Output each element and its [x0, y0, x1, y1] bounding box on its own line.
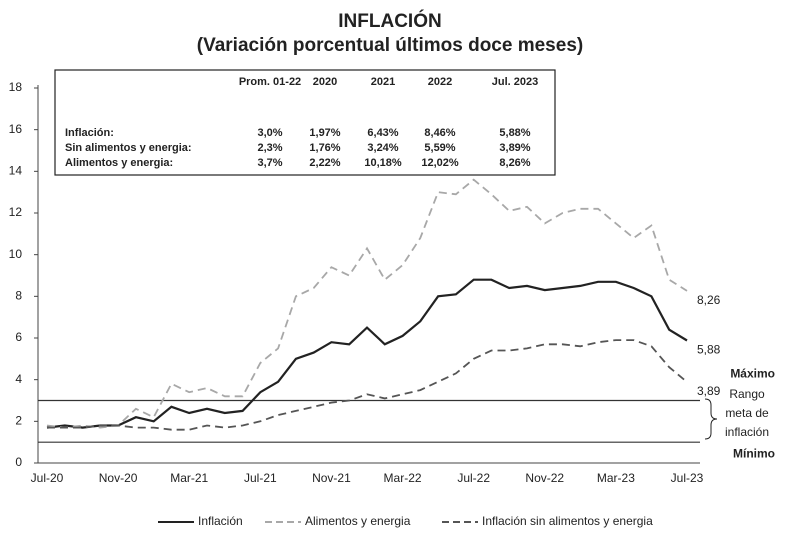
table-cell: 10,18% — [364, 157, 402, 169]
table-cell: 8,46% — [424, 127, 455, 139]
table-cell: 5,88% — [499, 127, 530, 139]
table-cell: Inflación: — [65, 127, 114, 139]
table-cell: 8,26% — [499, 157, 530, 169]
x-tick-label: Nov-22 — [525, 471, 564, 485]
legend-label: Inflación sin alimentos y energia — [482, 514, 653, 528]
reference-label: Mínimo — [733, 446, 775, 460]
y-tick-label: 18 — [9, 80, 23, 94]
range-annotation: Rango — [729, 387, 765, 401]
x-tick-label: Jul-22 — [457, 471, 490, 485]
y-tick-label: 12 — [9, 205, 23, 219]
table-cell: 12,02% — [421, 157, 459, 169]
y-tick-label: 16 — [9, 122, 23, 136]
table-cell: 2,22% — [309, 157, 340, 169]
table-cell: 1,97% — [309, 127, 340, 139]
table-header: 2021 — [371, 76, 395, 88]
legend-label: Inflación — [198, 514, 243, 528]
legend-label: Alimentos y energia — [305, 514, 411, 528]
reference-label: Máximo — [730, 367, 775, 381]
x-tick-label: Mar-23 — [597, 471, 635, 485]
table-header: 2020 — [313, 76, 337, 88]
y-tick-label: 2 — [15, 414, 22, 428]
x-tick-label: Nov-21 — [312, 471, 351, 485]
table-cell: 6,43% — [367, 127, 398, 139]
x-tick-label: Jul-20 — [31, 471, 64, 485]
table-cell: 3,7% — [257, 157, 282, 169]
table-cell: 1,76% — [309, 142, 340, 154]
x-tick-label: Jul-21 — [244, 471, 277, 485]
value-label: 5,88 — [697, 343, 721, 357]
table-cell: 3,0% — [257, 127, 282, 139]
series-line — [47, 339, 688, 431]
table-header: 2022 — [428, 76, 452, 88]
table-cell: 5,59% — [424, 142, 455, 154]
table-cell: 3,24% — [367, 142, 398, 154]
table-cell: 3,89% — [499, 142, 530, 154]
x-tick-label: Nov-20 — [99, 471, 138, 485]
y-tick-label: 14 — [9, 164, 23, 178]
y-tick-label: 4 — [15, 372, 22, 386]
table-cell: Sin alimentos y energia: — [65, 142, 192, 154]
y-tick-label: 6 — [15, 330, 22, 344]
y-tick-label: 0 — [15, 455, 22, 469]
chart-title: INFLACIÓN — [338, 10, 441, 32]
range-annotation: inflación — [725, 425, 769, 439]
x-tick-label: Mar-22 — [384, 471, 422, 485]
table-cell: Alimentos y energia: — [65, 157, 173, 169]
chart-subtitle: (Variación porcentual últimos doce meses… — [197, 35, 583, 56]
x-tick-label: Jul-23 — [671, 471, 704, 485]
y-tick-label: 8 — [15, 289, 22, 303]
series-line — [46, 178, 688, 429]
value-label: 8,26 — [697, 293, 721, 307]
table-box — [54, 69, 556, 176]
value-label: 3,89 — [697, 384, 721, 398]
table-cell: 2,3% — [257, 142, 282, 154]
series-line — [46, 278, 688, 429]
range-annotation: meta de — [725, 406, 769, 420]
range-brace — [704, 398, 718, 440]
table-header: Prom. 01-22 — [239, 76, 301, 88]
x-tick-label: Mar-21 — [170, 471, 208, 485]
y-tick-label: 10 — [9, 247, 23, 261]
table-header: Jul. 2023 — [492, 76, 538, 88]
